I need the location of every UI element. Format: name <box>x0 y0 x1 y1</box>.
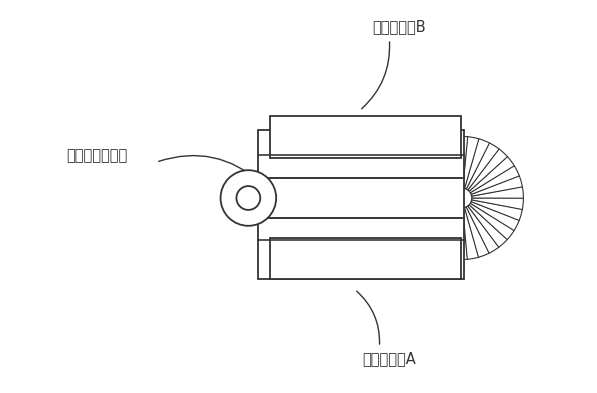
Text: 略平板蓋体B: 略平板蓋体B <box>373 19 426 34</box>
Polygon shape <box>463 208 479 259</box>
Polygon shape <box>270 238 461 279</box>
Polygon shape <box>456 208 467 259</box>
Polygon shape <box>472 186 524 198</box>
Polygon shape <box>472 198 524 209</box>
Polygon shape <box>470 165 519 195</box>
Polygon shape <box>466 206 499 253</box>
Polygon shape <box>470 202 519 231</box>
Polygon shape <box>468 149 507 191</box>
Polygon shape <box>468 205 507 247</box>
Polygon shape <box>466 143 499 190</box>
Text: 電子回路用蓋体: 電子回路用蓋体 <box>66 148 127 163</box>
Polygon shape <box>469 203 514 240</box>
Polygon shape <box>259 130 464 279</box>
Polygon shape <box>270 116 461 158</box>
Polygon shape <box>471 176 522 196</box>
Text: 略平板蓋体A: 略平板蓋体A <box>362 351 416 366</box>
Circle shape <box>220 170 276 226</box>
Polygon shape <box>463 137 479 189</box>
Polygon shape <box>464 139 490 189</box>
Polygon shape <box>471 200 522 220</box>
Polygon shape <box>456 136 467 188</box>
Polygon shape <box>464 207 490 257</box>
Circle shape <box>236 186 260 210</box>
Polygon shape <box>469 156 514 193</box>
